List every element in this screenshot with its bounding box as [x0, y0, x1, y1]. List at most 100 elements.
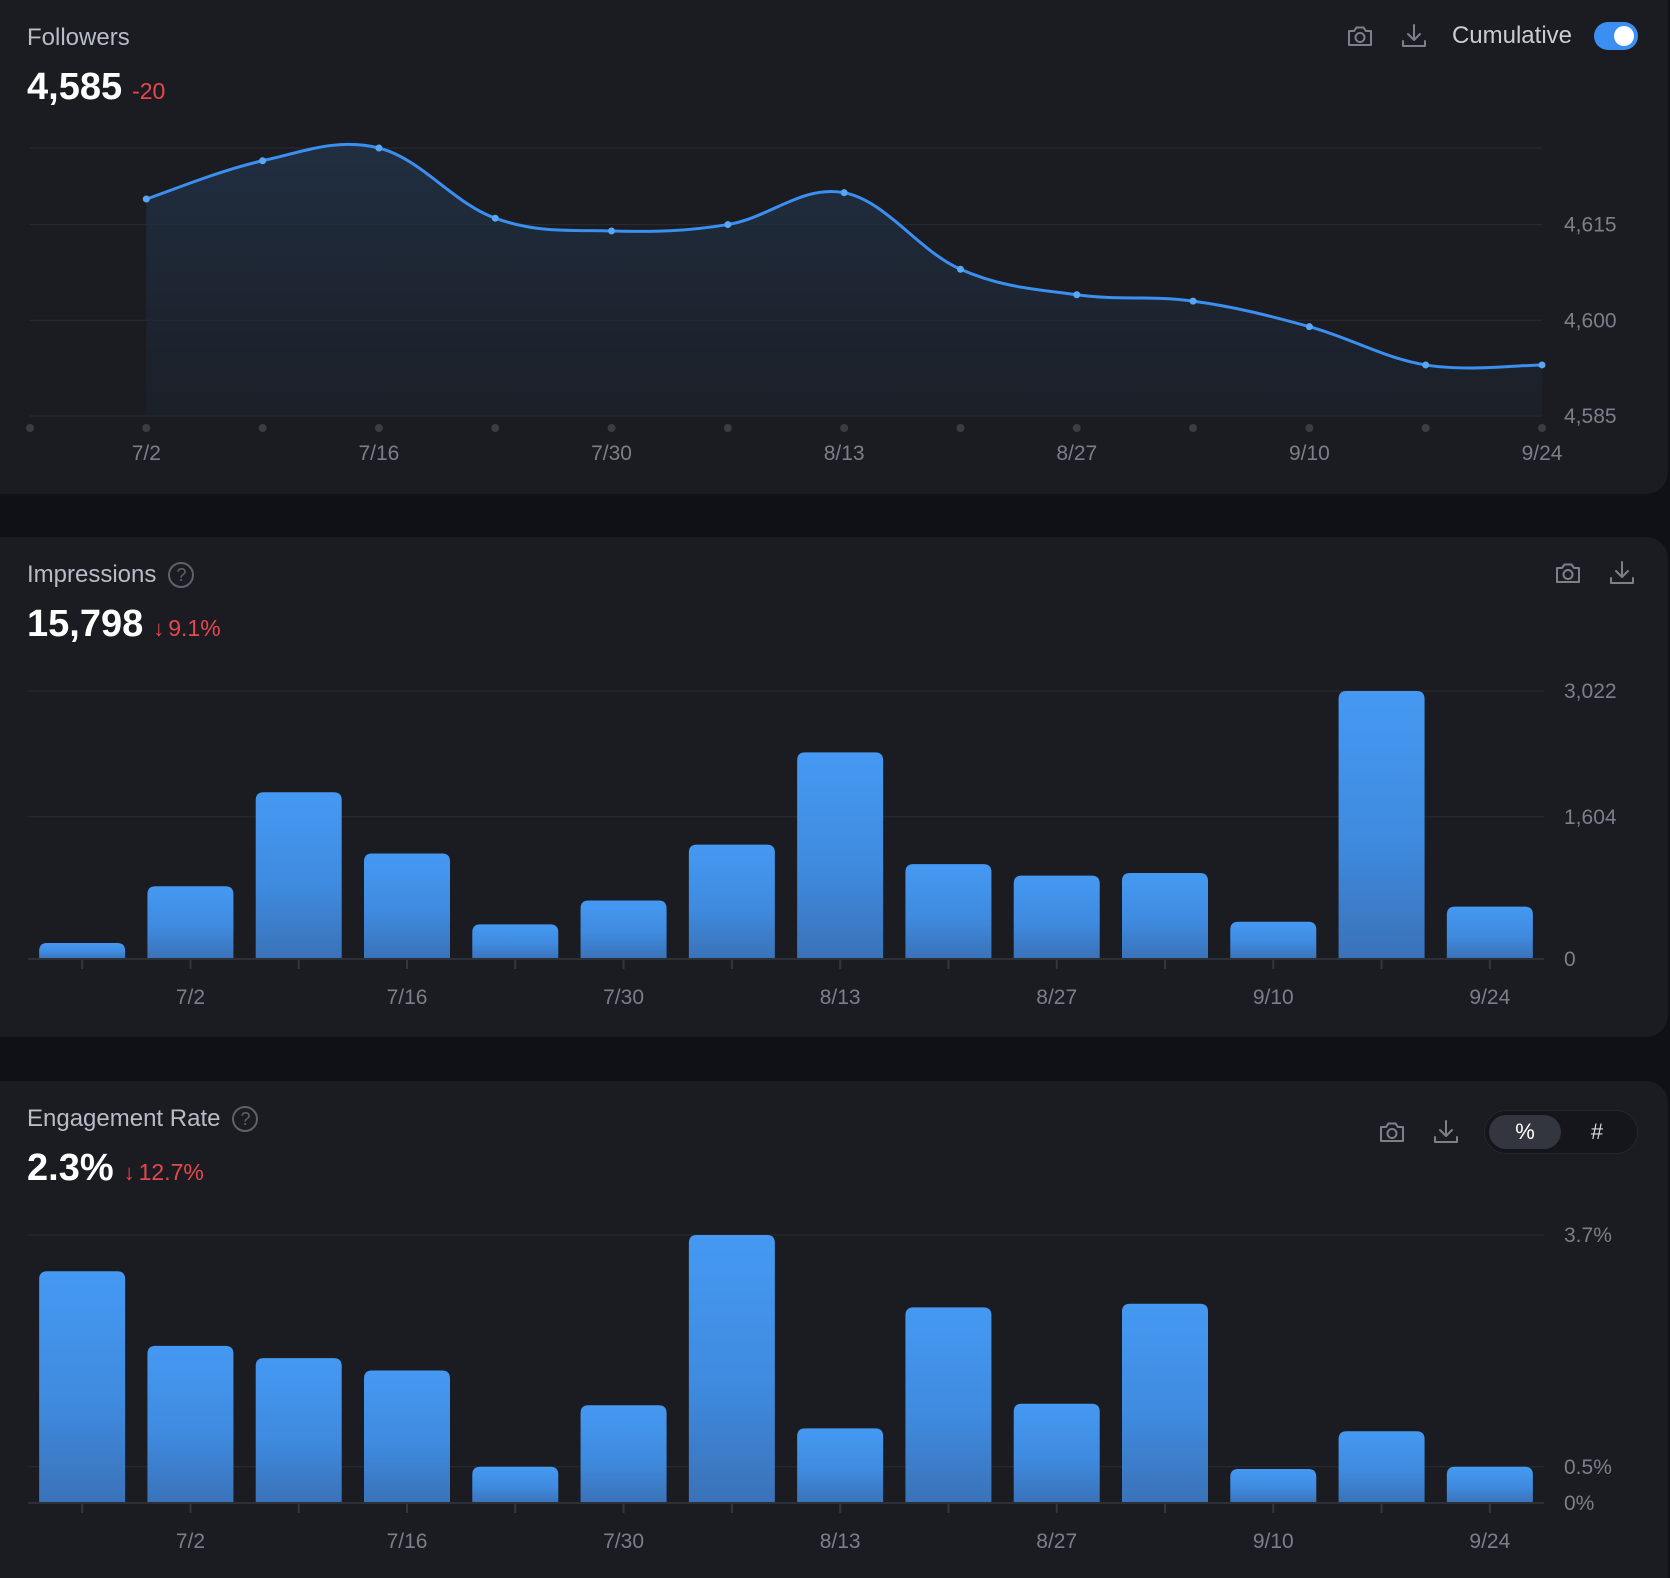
y-tick-label: 4,615 — [1564, 214, 1617, 237]
followers-controls: Cumulative — [1344, 20, 1638, 52]
x-tick-label: 9/10 — [1253, 1530, 1294, 1553]
bar — [364, 853, 450, 959]
count-button[interactable]: # — [1590, 1119, 1604, 1144]
followers-card: Followers 4,585 -20 Cumulative 4,615 4,60… — [0, 0, 1668, 494]
bar — [688, 844, 775, 959]
x-tick-dot — [1305, 424, 1314, 432]
y-tick-label: 0.5% — [1564, 1456, 1612, 1479]
help-icon[interactable]: ? — [168, 562, 195, 588]
x-tick-dot — [840, 424, 849, 432]
bar — [472, 924, 559, 959]
x-tick-dot — [374, 424, 383, 432]
arrow-down-icon: ↓ — [123, 1160, 135, 1185]
y-tick-label: 1,604 — [1564, 806, 1617, 829]
engagement-summary: 2.3% ↓ 12.7% — [27, 1147, 204, 1190]
x-tick-dot — [1072, 424, 1081, 432]
x-tick-label: 7/30 — [591, 442, 632, 465]
engagement-chart: 3.7% 0.5% 0% 7/2 7/16 7/30 8/13 8/27 9/10 9/24 — [28, 1224, 1612, 1553]
x-tick-label: 8/13 — [824, 442, 865, 465]
x-tick-label: 7/30 — [603, 1530, 644, 1553]
y-tick-label: 4,585 — [1564, 405, 1617, 428]
y-tick-label: 0% — [1564, 1492, 1594, 1515]
x-tick-dot — [1538, 424, 1546, 432]
data-point — [1422, 361, 1430, 369]
bar — [1013, 1403, 1100, 1503]
data-point — [491, 214, 499, 222]
data-point — [375, 144, 383, 152]
followers-chart: 4,615 4,600 4,585 7/2 7/16 7/30 8/13 8/27 9/10 9/… — [26, 142, 1617, 465]
bar — [580, 900, 667, 959]
bar — [1446, 906, 1533, 959]
impressions-title-text: Impressions — [27, 561, 157, 588]
x-tick-dot — [491, 424, 500, 432]
download-icon[interactable] — [1398, 20, 1430, 52]
impressions-summary: 15,798 ↓ 9.1% — [27, 603, 221, 646]
engagement-value: 2.3% — [27, 1147, 114, 1189]
data-point — [1538, 361, 1546, 369]
arrow-down-icon: ↓ — [153, 616, 165, 641]
x-tick-label: 7/16 — [387, 986, 428, 1009]
followers-summary: 4,585 -20 — [27, 66, 165, 109]
data-point — [608, 227, 616, 235]
camera-icon[interactable] — [1376, 1116, 1408, 1148]
download-icon[interactable] — [1606, 557, 1638, 589]
engagement-title-text: Engagement Rate — [27, 1105, 221, 1132]
bar — [147, 886, 234, 959]
x-tick-label: 7/2 — [176, 1530, 205, 1553]
x-tick-dot — [142, 424, 151, 432]
engagement-controls: % # — [1376, 1110, 1638, 1154]
x-tick-label: 7/16 — [358, 442, 399, 465]
impressions-title: Impressions ? — [27, 561, 195, 589]
x-tick-label: 9/10 — [1253, 986, 1294, 1009]
camera-icon[interactable] — [1344, 20, 1376, 52]
data-point — [142, 195, 150, 203]
impressions-value: 15,798 — [27, 603, 144, 645]
bar — [905, 864, 992, 959]
x-tick-dot — [607, 424, 616, 432]
x-tick-dot — [956, 424, 965, 432]
engagement-title: Engagement Rate ? — [27, 1105, 259, 1133]
followers-change: -20 — [132, 78, 165, 105]
x-tick-label: 7/16 — [387, 1530, 428, 1553]
impressions-controls — [1552, 557, 1638, 589]
bar — [255, 792, 342, 959]
x-tick-dot — [258, 424, 267, 432]
bar — [1122, 872, 1208, 959]
bar — [1230, 921, 1317, 959]
x-tick-dot — [1421, 424, 1430, 432]
followers-value: 4,585 — [27, 66, 123, 108]
x-tick-label: 8/27 — [1056, 442, 1097, 465]
toggle-knob — [1614, 26, 1634, 46]
y-tick-label: 3,022 — [1564, 680, 1617, 703]
camera-icon[interactable] — [1552, 557, 1584, 589]
bar — [797, 1428, 884, 1503]
data-point — [1189, 297, 1197, 305]
bar — [1230, 1468, 1317, 1503]
bar — [905, 1307, 992, 1503]
x-tick-label: 7/30 — [603, 986, 644, 1009]
bar — [1013, 875, 1100, 959]
x-tick-label: 9/24 — [1469, 1530, 1510, 1553]
followers-area — [146, 144, 1542, 417]
data-point — [259, 157, 267, 165]
y-tick-label: 0 — [1564, 948, 1576, 971]
bar — [39, 943, 126, 959]
followers-title-text: Followers — [27, 24, 130, 51]
download-icon[interactable] — [1430, 1116, 1462, 1148]
cumulative-toggle[interactable] — [1594, 22, 1638, 50]
x-tick-label: 7/2 — [132, 442, 161, 465]
data-point — [956, 265, 964, 273]
x-tick-label: 8/27 — [1036, 1530, 1077, 1553]
bar — [147, 1345, 234, 1503]
bar — [1338, 691, 1425, 959]
impressions-card: Impressions ? 15,798 ↓ 9.1% 3,022 1,604 0 7… — [0, 537, 1668, 1037]
impressions-change: ↓ 9.1% — [153, 615, 220, 642]
percent-button[interactable]: % — [1489, 1115, 1561, 1149]
bar — [1446, 1466, 1533, 1503]
x-tick-label: 8/13 — [820, 1530, 861, 1553]
help-icon[interactable]: ? — [232, 1106, 259, 1132]
bar — [688, 1235, 775, 1503]
x-tick-label: 9/24 — [1469, 986, 1510, 1009]
engagement-change: ↓ 12.7% — [124, 1159, 204, 1186]
bar — [580, 1405, 667, 1503]
